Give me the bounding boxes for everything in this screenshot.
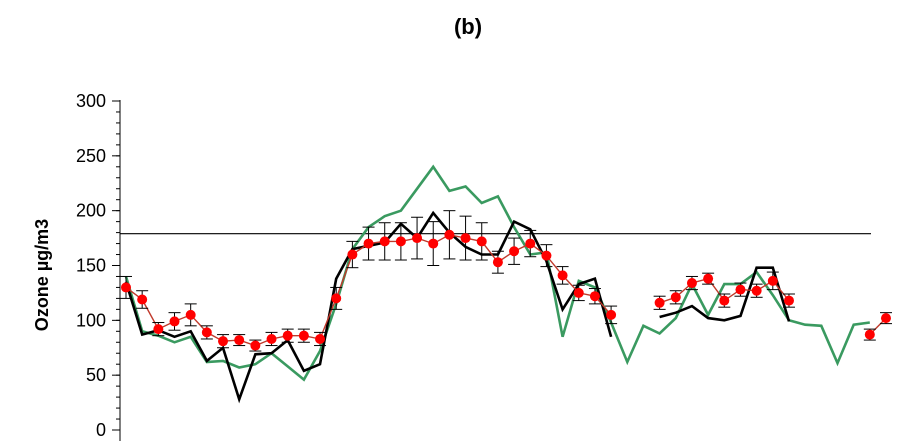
chart-title: (b) <box>454 14 482 39</box>
data-point <box>654 297 665 308</box>
data-point <box>573 287 584 298</box>
data-point <box>880 313 891 324</box>
y-tick-label: 300 <box>76 91 106 111</box>
data-point <box>266 333 277 344</box>
data-point <box>363 238 374 249</box>
data-point <box>121 282 131 293</box>
data-point <box>282 330 293 341</box>
y-axis-label: Ozone µg/m3 <box>32 219 52 331</box>
data-point <box>703 273 714 284</box>
data-point <box>670 292 681 303</box>
data-point <box>751 285 762 296</box>
data-point <box>476 236 487 247</box>
data-point <box>331 293 342 304</box>
series-green-line <box>124 164 870 382</box>
data-point <box>395 236 406 247</box>
data-point <box>557 270 568 281</box>
data-point <box>218 336 229 347</box>
data-point <box>767 275 778 286</box>
data-point <box>379 236 390 247</box>
series-red <box>120 210 892 352</box>
data-point <box>234 335 245 346</box>
y-tick-label: 100 <box>76 310 106 330</box>
data-point <box>719 295 730 306</box>
data-point <box>412 233 423 244</box>
y-tick-label: 200 <box>76 201 106 221</box>
data-point <box>509 246 520 257</box>
series-black <box>124 210 791 404</box>
data-point <box>428 238 439 249</box>
data-point <box>185 309 196 320</box>
data-point <box>298 330 309 341</box>
data-point <box>686 278 697 289</box>
series-green <box>124 164 870 382</box>
data-point <box>525 238 536 249</box>
data-point <box>864 329 875 340</box>
y-tick-label: 150 <box>76 256 106 276</box>
series-black-line <box>659 266 791 322</box>
data-point <box>250 340 261 351</box>
y-tick-label: 50 <box>86 365 106 385</box>
data-point <box>137 294 148 305</box>
y-tick-label: 0 <box>96 420 106 440</box>
data-point <box>492 257 503 268</box>
y-tick-label: 250 <box>76 146 106 166</box>
data-point <box>460 233 471 244</box>
data-point <box>589 291 600 302</box>
data-point <box>541 250 552 261</box>
data-point <box>315 333 326 344</box>
data-point <box>169 316 180 327</box>
data-point <box>153 324 164 335</box>
axes: 0 50 100 150 200 250 300 <box>76 91 121 441</box>
data-point <box>735 284 746 295</box>
data-point <box>783 295 794 306</box>
data-point <box>444 229 455 240</box>
data-point <box>606 309 617 320</box>
data-point <box>201 327 212 338</box>
data-point <box>347 249 358 260</box>
